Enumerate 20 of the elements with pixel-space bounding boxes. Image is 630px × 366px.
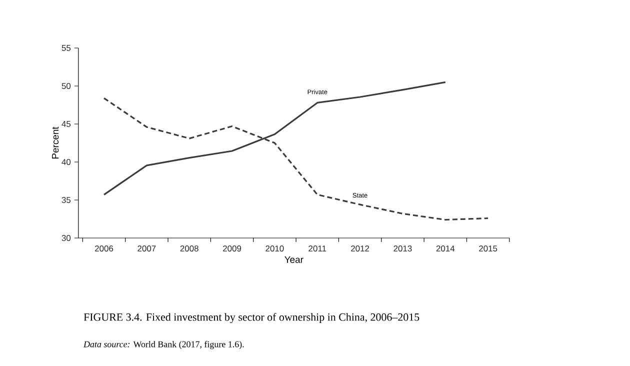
y-tick-label: 55	[62, 45, 71, 51]
x-tick-label: 2010	[266, 246, 284, 252]
x-tick-label: 2014	[436, 246, 455, 252]
x-axis-title: Year	[284, 256, 304, 263]
x-tick-label: 2013	[394, 246, 412, 252]
x-tick-label: 2009	[223, 246, 242, 252]
text: Data source: World Bank (2017, figure 1.6).	[83, 340, 244, 350]
x-tick-label: 2011	[308, 246, 326, 252]
text: FIGURE 3.4. Fixed investment by sector of ownership in China, 2006–2015	[84, 312, 420, 324]
y-tick-label: 40	[62, 159, 71, 165]
y-tick-label: 50	[62, 83, 71, 89]
x-tick-label: 2015	[479, 246, 498, 252]
y-tick-label: 35	[62, 197, 71, 203]
y-axis-title: Percent	[52, 126, 59, 159]
y-tick-label: 45	[62, 121, 71, 127]
x-tick-label: 2007	[138, 246, 156, 252]
x-tick-label: 2006	[95, 246, 114, 252]
x-tick-label: 2008	[180, 246, 198, 252]
x-tick-label: 2012	[351, 246, 370, 252]
y-tick-label: 30	[62, 235, 71, 241]
